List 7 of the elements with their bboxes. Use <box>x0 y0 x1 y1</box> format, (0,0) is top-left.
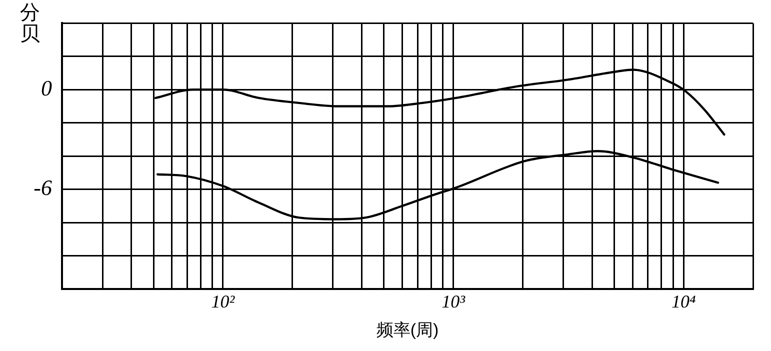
y-tick-label: 0 <box>41 75 52 100</box>
y-axis-title: 分贝 <box>20 0 41 45</box>
x-tick-label: 10³ <box>442 292 466 312</box>
x-tick-label: 10² <box>211 292 236 312</box>
x-axis-title: 频率(周) <box>376 320 439 340</box>
y-tick-label: -6 <box>34 175 52 200</box>
x-tick-label: 10⁴ <box>672 292 696 312</box>
